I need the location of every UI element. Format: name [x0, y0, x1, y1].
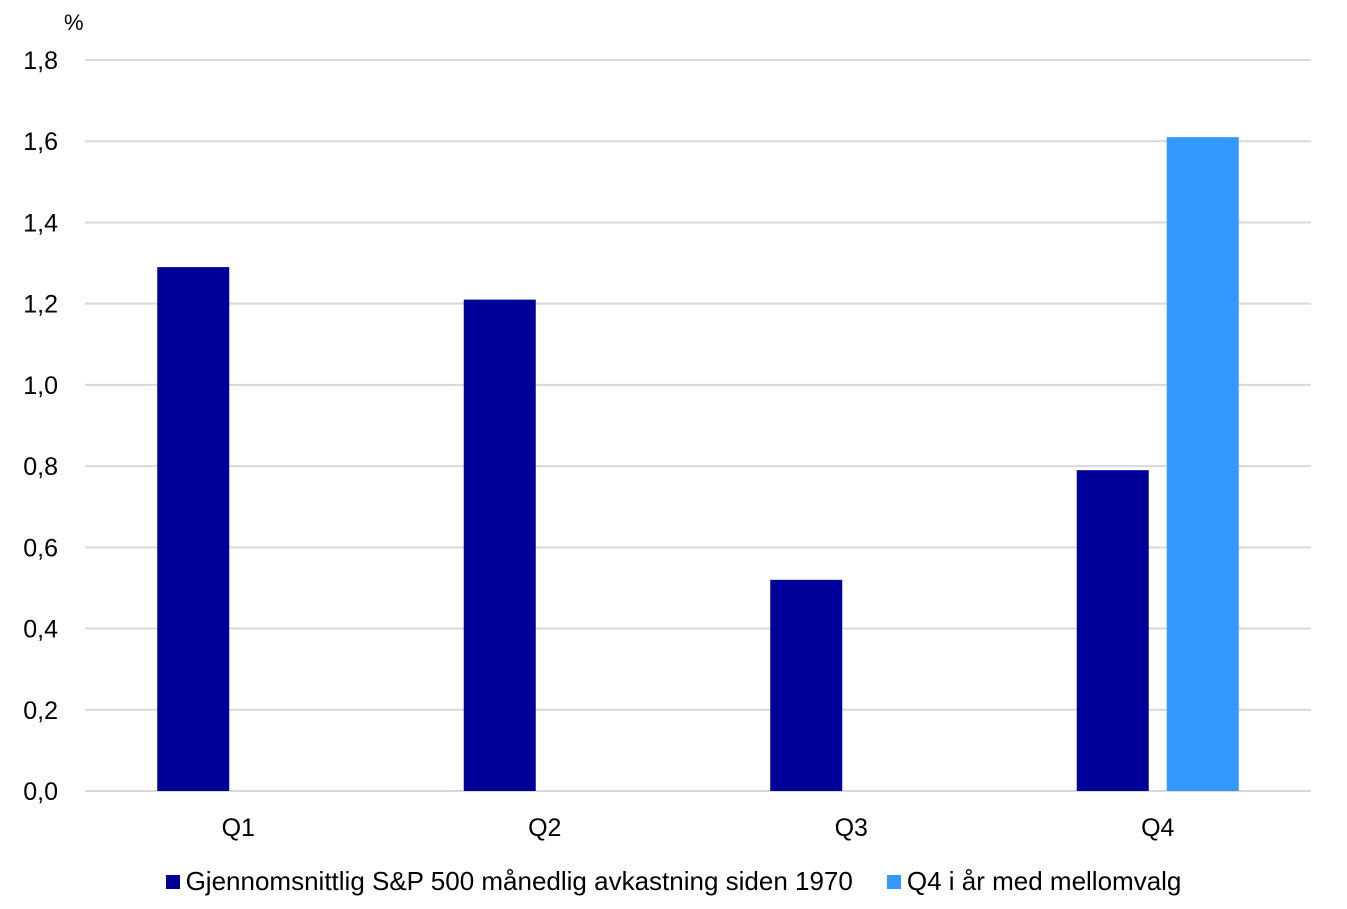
y-tick-label: 0,6	[23, 534, 58, 562]
bar-q4-series-2	[1166, 137, 1239, 791]
x-tick-label-q3: Q3	[835, 814, 868, 842]
y-tick-label: 0,2	[23, 697, 58, 725]
y-tick-label: 1,2	[23, 291, 58, 319]
x-tick-label-q2: Q2	[528, 814, 561, 842]
legend-label-series-1: Gjennomsnittlig S&P 500 månedlig avkastn…	[185, 866, 853, 896]
x-tick-label-q1: Q1	[222, 814, 255, 842]
y-tick-label: 1,6	[23, 128, 58, 156]
legend-swatch-series-1	[165, 874, 180, 889]
chart-plot-area: % 0,00,20,40,60,81,01,21,41,61,8 Q1 Q2 Q3 Q…	[23, 10, 1311, 842]
x-tick-label-q4: Q4	[1141, 814, 1174, 842]
bars	[157, 137, 1239, 791]
legend-item-series-2: Q4 i år med mellomvalg	[886, 866, 1182, 897]
legend-label-series-2: Q4 i år med mellomvalg	[906, 866, 1182, 896]
y-axis-ticks: 0,0 0,2 0,4 0,6 0,8 1,0 1,2 1,4 1,6 1,8	[23, 47, 58, 806]
y-tick-label: 1,8	[23, 47, 58, 75]
legend: Gjennomsnittlig S&P 500 månedlig avkastn…	[0, 866, 1347, 897]
legend-item-series-1: Gjennomsnittlig S&P 500 månedlig avkastn…	[165, 866, 853, 897]
bar-q3-series-1	[770, 579, 843, 791]
y-tick-label: 0,0	[23, 778, 58, 806]
y-tick-label: 0,8	[23, 453, 58, 481]
y-tick-label: 0,4	[23, 616, 58, 644]
y-tick-label: 1,0	[23, 372, 58, 400]
gridlines	[85, 59, 1311, 792]
x-axis-ticks: Q1 Q2 Q3 Q4	[222, 814, 1175, 842]
legend-swatch-series-2	[886, 874, 901, 889]
y-tick-label: 1,4	[23, 209, 58, 237]
bar-q4-series-1	[1076, 470, 1149, 791]
bar-q1-series-1	[157, 267, 230, 791]
y-axis-unit-label: %	[64, 10, 84, 35]
bar-q2-series-1	[463, 299, 536, 791]
